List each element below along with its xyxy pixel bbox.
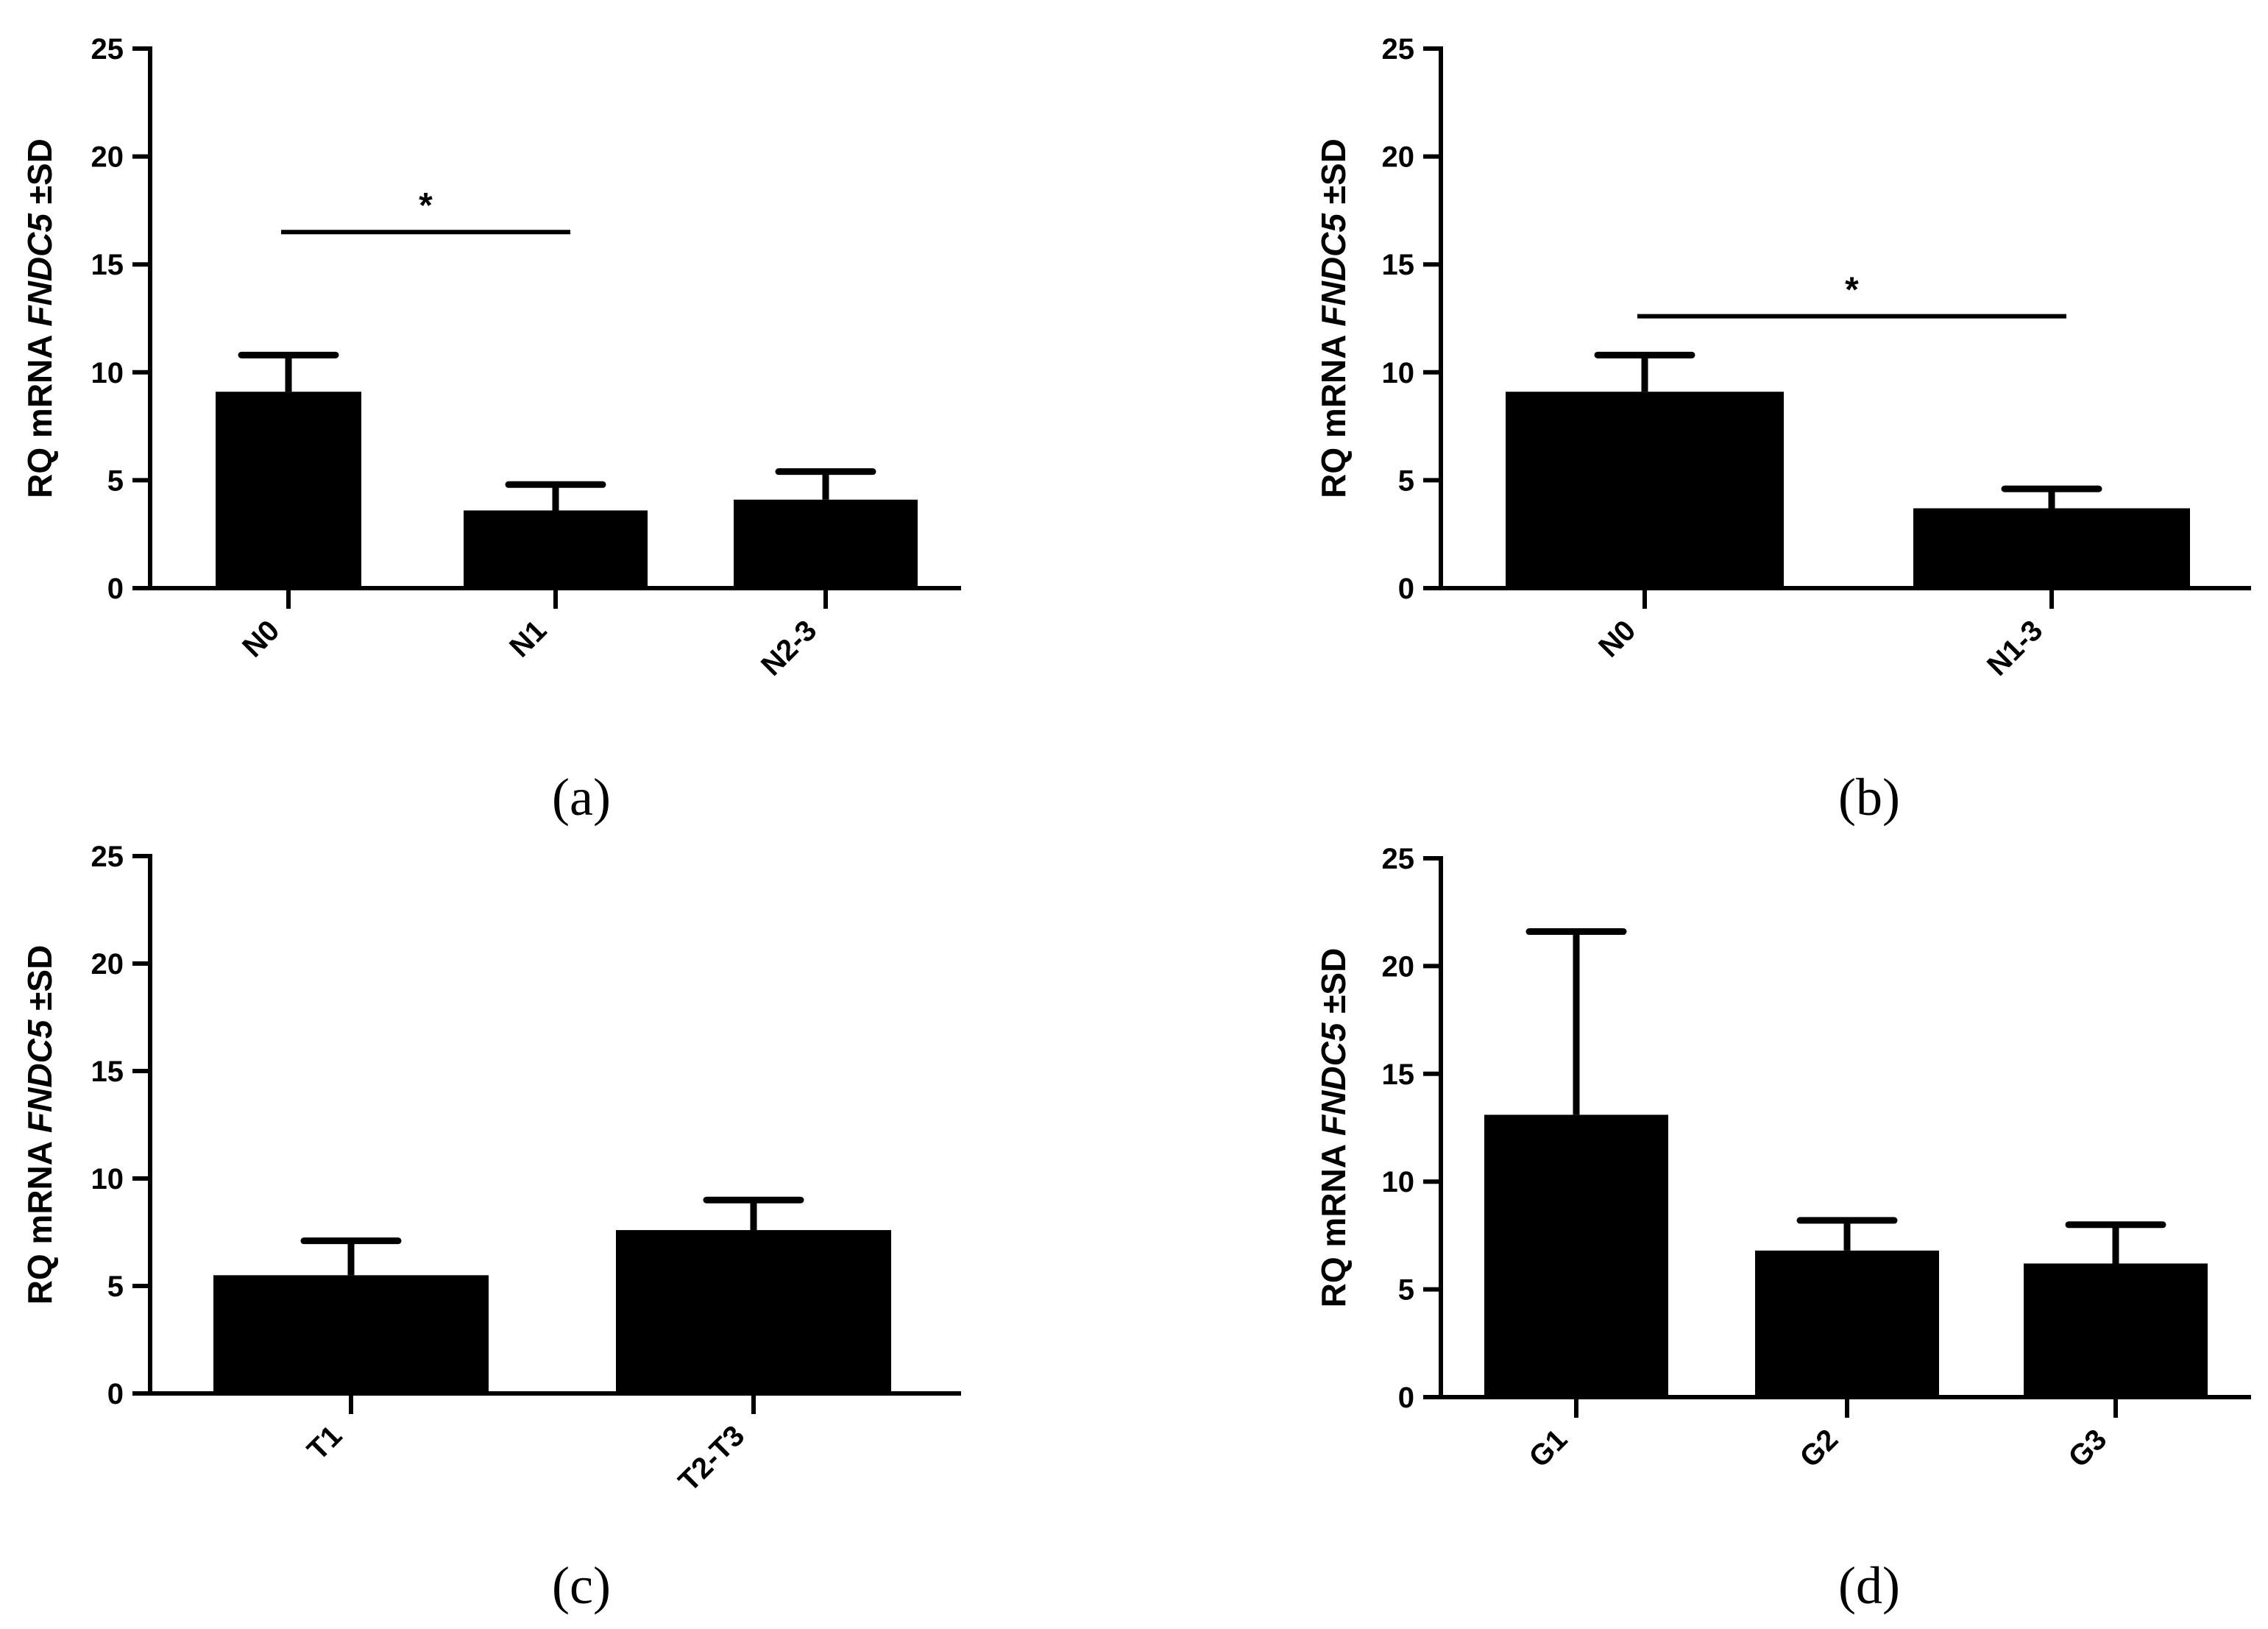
panel-label: (a) — [552, 768, 611, 827]
category-label-n1-3: N1-3 — [1981, 614, 2049, 682]
category-label-g1: G1 — [1523, 1423, 1574, 1474]
y-tick-label: 10 — [91, 1163, 124, 1195]
y-axis-label-part: RQ mRNA — [21, 1133, 59, 1304]
category-label-n0: N0 — [1592, 614, 1642, 663]
y-tick-label: 5 — [107, 1271, 124, 1303]
y-axis-label-part: ±SD — [21, 945, 59, 1020]
panel-a: N0 N1 N2-3 0 5 10 15 20 25 RQ mRNA FNDC5 ±SD * (a) — [21, 33, 961, 827]
panel-c: T1 T2-T3 0 5 10 15 20 25 RQ mRNA FNDC5 ±SD (c) — [21, 841, 961, 1615]
panel-label: (b) — [1838, 768, 1900, 827]
panel-label: (d) — [1838, 1556, 1900, 1615]
y-tick-label: 5 — [1398, 1274, 1414, 1307]
y-tick-label: 10 — [1382, 357, 1415, 389]
y-axis-label: RQ mRNA FNDC5 ±SD — [21, 945, 59, 1305]
y-tick-label: 10 — [1382, 1166, 1415, 1198]
bar-n1 — [464, 510, 648, 588]
y-tick-label: 5 — [107, 464, 124, 497]
y-tick-label: 15 — [91, 1056, 124, 1088]
category-label-t2-t3: T2-T3 — [673, 1419, 751, 1498]
y-axis-label-part: FNDC5 — [21, 213, 59, 327]
significance-star: * — [1845, 271, 1859, 310]
panel-b: N0 N1-3 0 5 10 15 20 25 RQ mRNA FNDC5 ±SD * (b) — [1314, 33, 2251, 827]
category-label-g3: G3 — [2063, 1423, 2113, 1474]
category-label-n2-3: N2-3 — [755, 614, 823, 682]
y-axis-label-part: ±SD — [21, 138, 59, 213]
bar-n1-3 — [1913, 508, 2190, 588]
bar-n0 — [1506, 392, 1784, 588]
y-tick-label: 0 — [107, 1378, 124, 1410]
panel-d: G1 G2 G3 0 5 10 15 20 25 RQ mRNA FNDC5 ±SD (d) — [1314, 843, 2251, 1615]
y-axis-label-part: ±SD — [1314, 138, 1353, 213]
y-tick-label: 25 — [1382, 33, 1415, 66]
y-axis-label: RQ mRNA FNDC5 ±SD — [1314, 948, 1353, 1308]
y-axis-label-part: FNDC5 — [21, 1019, 59, 1133]
bar-n0 — [216, 392, 361, 588]
category-label-t1: T1 — [301, 1419, 348, 1466]
y-tick-label: 5 — [1398, 464, 1414, 497]
y-tick-label: 0 — [107, 573, 124, 605]
y-tick-label: 15 — [91, 249, 124, 281]
y-tick-label: 25 — [91, 33, 124, 66]
bar-n2-3 — [734, 499, 918, 588]
bar-g2 — [1755, 1250, 1939, 1397]
bar-t1 — [213, 1275, 489, 1393]
y-tick-label: 20 — [91, 141, 124, 174]
y-tick-label: 20 — [91, 948, 124, 980]
y-tick-label: 0 — [1398, 1382, 1414, 1414]
y-axis-label: RQ mRNA FNDC5 ±SD — [1314, 138, 1353, 498]
bar-g1 — [1484, 1114, 1668, 1397]
category-label-n1: N1 — [503, 614, 553, 663]
y-tick-label: 20 — [1382, 141, 1415, 174]
y-tick-label: 10 — [91, 357, 124, 389]
significance-star: * — [419, 186, 433, 225]
y-axis-label-part: FNDC5 — [1314, 1022, 1353, 1136]
bar-g3 — [2024, 1263, 2208, 1397]
y-axis-label: RQ mRNA FNDC5 ±SD — [21, 138, 59, 498]
y-axis-label-part: FNDC5 — [1314, 213, 1353, 327]
y-tick-label: 0 — [1398, 573, 1414, 605]
y-axis-label-part: ±SD — [1314, 948, 1353, 1023]
category-label-n0: N0 — [236, 614, 286, 663]
bar-t2-t3 — [616, 1230, 891, 1393]
y-axis-label-part: RQ mRNA — [1314, 1136, 1353, 1307]
y-axis-label-part: RQ mRNA — [1314, 326, 1353, 498]
y-axis-label-part: RQ mRNA — [21, 326, 59, 498]
panel-label: (c) — [552, 1556, 611, 1615]
y-tick-label: 15 — [1382, 1059, 1415, 1091]
y-tick-label: 15 — [1382, 249, 1415, 281]
y-tick-label: 25 — [91, 841, 124, 873]
y-tick-label: 25 — [1382, 843, 1415, 875]
category-label-g2: G2 — [1794, 1423, 1845, 1474]
y-tick-label: 20 — [1382, 950, 1415, 983]
